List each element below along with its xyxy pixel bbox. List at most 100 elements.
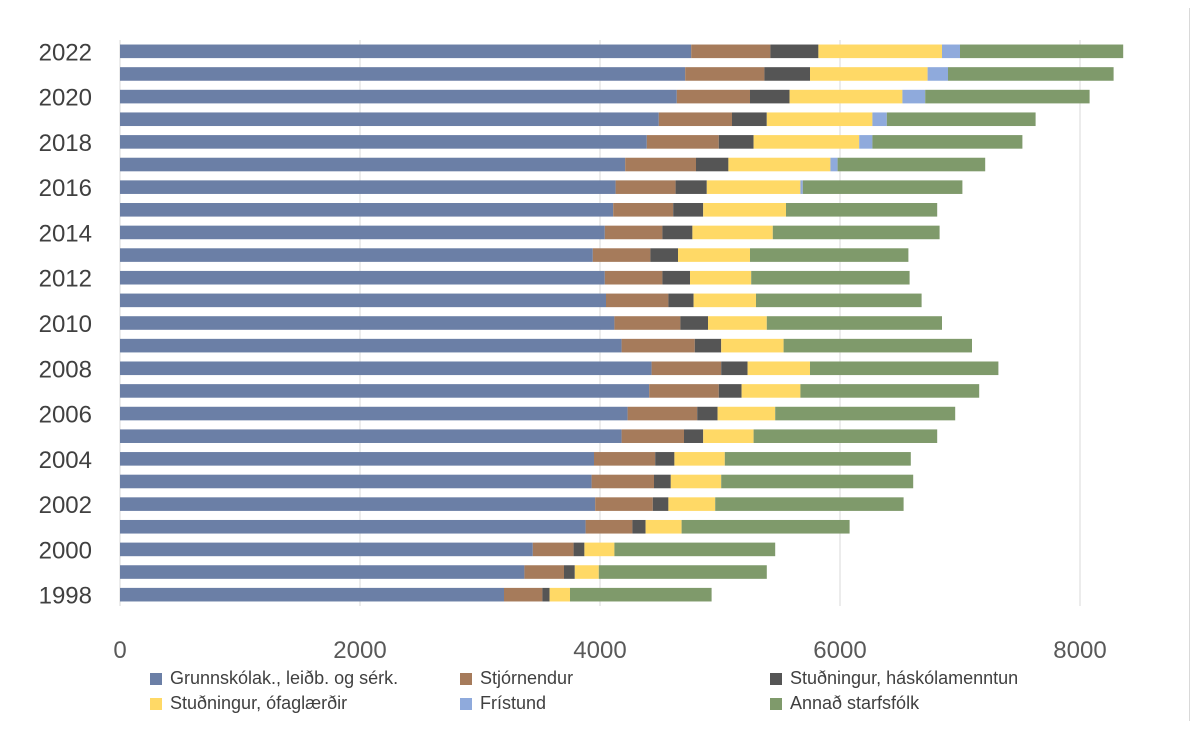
y-tick-label: 2016 — [39, 175, 92, 202]
x-tick-label: 6000 — [813, 637, 866, 664]
bar-segment — [676, 89, 750, 104]
bar-segment — [927, 67, 948, 81]
bar-segment — [621, 429, 684, 443]
bar-segment — [693, 293, 756, 308]
bar-segment — [120, 248, 593, 262]
y-tick-label: 2022 — [39, 39, 92, 66]
bar-segment — [872, 112, 887, 127]
bar-segment — [120, 316, 615, 330]
bar-segment — [721, 338, 784, 353]
bar-segment — [756, 293, 922, 308]
bar-segment — [770, 44, 819, 59]
legend-swatch — [150, 697, 162, 710]
bar-segment — [591, 474, 654, 489]
bar-segment — [120, 519, 586, 534]
bar-segment — [715, 497, 904, 511]
bar-segment — [696, 157, 729, 172]
bar-segment — [721, 361, 748, 376]
bar-segment — [592, 248, 651, 262]
y-tick-label: 1998 — [39, 583, 92, 610]
bar-segment — [120, 157, 626, 172]
legend-item: Frístund — [460, 693, 770, 714]
y-tick-label: 2008 — [39, 356, 92, 383]
legend-item: Annað starfsfólk — [770, 693, 1170, 714]
bar-segment — [703, 429, 754, 443]
bar-segment — [654, 474, 671, 489]
bar-segment — [651, 361, 722, 376]
bar-segment — [604, 225, 663, 240]
bar-segment — [655, 452, 675, 466]
bar-segment — [810, 67, 928, 81]
bar-segment — [120, 293, 606, 308]
bar-segment — [766, 316, 942, 330]
bar-segment — [684, 429, 704, 443]
y-tick-label: 2006 — [39, 402, 92, 429]
bar-segment — [859, 135, 873, 149]
bar-segment — [120, 225, 605, 240]
bar-segment — [658, 112, 732, 127]
bar-segment — [685, 67, 765, 81]
bar-segment — [673, 203, 704, 217]
y-tick-label: 2014 — [39, 220, 92, 247]
bar-segment — [645, 519, 682, 534]
bar-segment — [524, 565, 564, 579]
bar-segment — [837, 157, 986, 172]
bar-segment — [120, 112, 659, 127]
bar-segment — [690, 270, 752, 285]
bar-segment — [614, 542, 776, 557]
bar-segment — [732, 112, 767, 127]
bar-segment — [747, 361, 810, 376]
bar-segment — [595, 497, 653, 511]
bar-segment — [615, 180, 676, 194]
legend-item: Stuðningur, háskólamenntun — [770, 668, 1170, 689]
bar-segment — [120, 429, 622, 443]
x-tick-label: 2000 — [333, 637, 386, 664]
bar-segment — [668, 293, 694, 308]
y-tick-label: 2012 — [39, 266, 92, 293]
legend-item: Grunnskólak., leiðb. og sérk. — [150, 668, 460, 689]
legend-item: Stjórnendur — [460, 668, 770, 689]
bar-segment — [708, 316, 767, 330]
bar-segment — [573, 542, 585, 557]
bar-segment — [120, 497, 596, 511]
bar-segment — [120, 587, 504, 602]
bar-segment — [718, 384, 742, 398]
chart-frame — [8, 8, 1190, 721]
bar-segment — [674, 452, 725, 466]
bar-segment — [942, 44, 960, 59]
bar-segment — [120, 452, 594, 466]
bar-segment — [678, 248, 750, 262]
bar-segment — [789, 89, 903, 104]
bar-segment — [680, 316, 708, 330]
bar-segment — [670, 474, 722, 489]
bar-segment — [120, 542, 533, 557]
x-axis-labels: 0 2000 4000 6000 8000 — [113, 637, 1106, 664]
bar-segment — [604, 270, 663, 285]
bar-segment — [772, 225, 940, 240]
bar-segment — [120, 44, 692, 59]
x-tick-label: 4000 — [573, 637, 626, 664]
bar-segment — [694, 338, 722, 353]
bar-segment — [818, 44, 942, 59]
bar-segment — [800, 180, 803, 194]
bar-segment — [703, 203, 786, 217]
bar-segment — [120, 384, 650, 398]
bar-segment — [504, 587, 543, 602]
y-tick-label: 2004 — [39, 447, 92, 474]
bar-segment — [668, 497, 716, 511]
bar-segment — [120, 203, 614, 217]
x-tick-label: 8000 — [1053, 637, 1106, 664]
y-axis-labels: 1998 2000 2002 2004 2006 2008 2010 2012 2014 2016… — [39, 39, 92, 609]
bar-segment — [948, 67, 1114, 81]
bar-segment — [542, 587, 550, 602]
legend-swatch — [150, 672, 162, 685]
bar-segment — [750, 248, 909, 262]
y-tick-label: 2020 — [39, 85, 92, 112]
y-tick-label: 2010 — [39, 311, 92, 338]
bar-segment — [728, 157, 831, 172]
bar-segment — [606, 293, 669, 308]
bar-segment — [632, 519, 646, 534]
legend-label: Stuðningur, ófaglærðir — [170, 693, 348, 713]
legend-swatch — [770, 672, 782, 685]
